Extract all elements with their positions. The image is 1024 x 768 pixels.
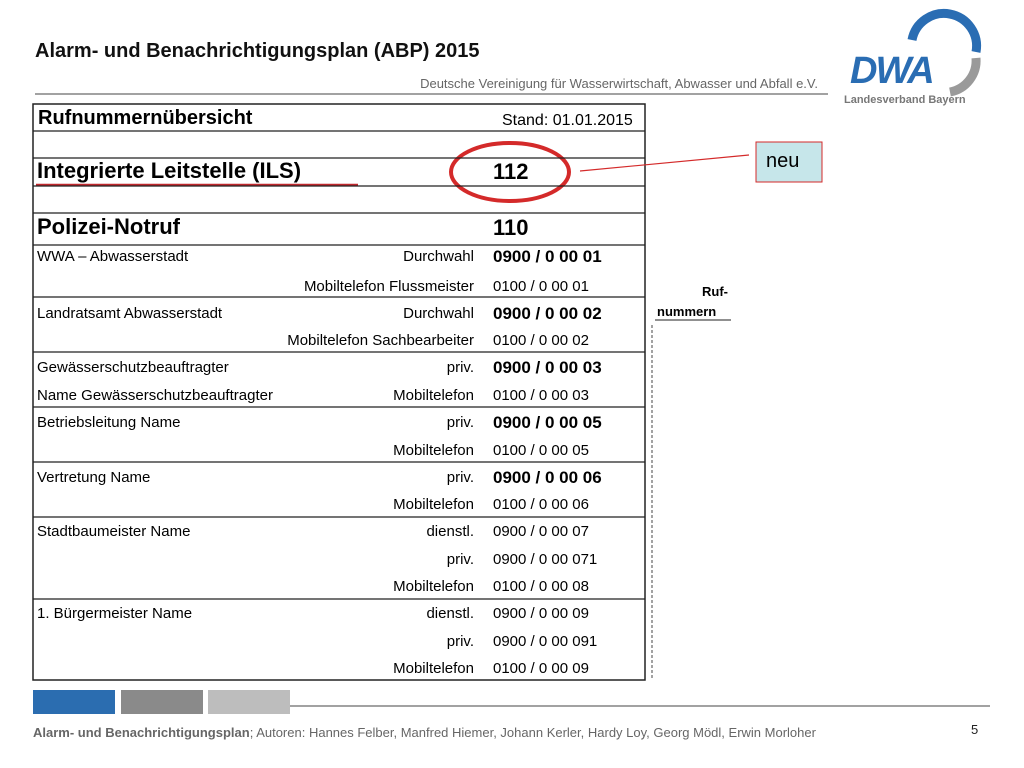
footer-block — [121, 690, 203, 714]
row-label: priv. — [446, 359, 474, 376]
row-number: 0900 / 0 00 05 — [493, 412, 602, 432]
row-number: 112 — [493, 158, 529, 184]
row-label: dienstl. — [426, 605, 474, 622]
row-label: Mobiltelefon — [393, 442, 474, 459]
row-number: 0900 / 0 00 071 — [493, 551, 598, 568]
row-name: WWA – Abwasserstadt — [37, 248, 189, 265]
row-label: Mobiltelefon — [393, 660, 474, 677]
row-label: Mobiltelefon Sachbearbeiter — [287, 332, 474, 349]
logo-name: DWA — [850, 50, 935, 92]
row-label: priv. — [446, 414, 474, 431]
highlight-circle — [449, 141, 571, 203]
footer-block — [33, 690, 115, 714]
row-number: 0100 / 0 00 09 — [493, 660, 589, 677]
footer-block — [208, 690, 290, 714]
tab-label: nummern — [657, 304, 717, 319]
row-label: dienstl. — [426, 523, 474, 540]
row-name: Vertretung Name — [37, 469, 151, 486]
logo-region: Landesverband Bayern — [844, 94, 966, 106]
row-name: Polizei-Notruf — [37, 214, 180, 239]
slide-title: Alarm- und Benachrichtigungsplan (ABP) 2… — [35, 40, 480, 62]
row-label: priv. — [446, 551, 474, 568]
row-label: Durchwahl — [403, 248, 474, 265]
page-number: 5 — [971, 722, 979, 737]
row-label: Mobiltelefon Flussmeister — [303, 278, 474, 295]
row-number: 0100 / 0 00 05 — [493, 442, 589, 459]
row-number: 0900 / 0 00 01 — [493, 246, 602, 266]
row-label: Mobiltelefon — [393, 387, 474, 404]
row-number: 0900 / 0 00 09 — [493, 605, 589, 622]
tab-label: Ruf- — [702, 284, 728, 299]
footer-authors: ; Autoren: Hannes Felber, Manfred Hiemer… — [249, 725, 816, 740]
row-number: 110 — [493, 214, 529, 240]
row-label: Mobiltelefon — [393, 496, 474, 513]
row-number: 0100 / 0 00 06 — [493, 496, 589, 513]
footer-title: Alarm- und Benachrichtigungsplan — [33, 725, 250, 740]
row-label: Mobiltelefon — [393, 578, 474, 595]
row-name: 1. Bürgermeister Name — [37, 605, 193, 622]
callout-line — [579, 154, 750, 172]
row-number: 0900 / 0 00 02 — [493, 303, 602, 323]
row-name: Stadtbaumeister Name — [37, 523, 191, 540]
row-number: 0100 / 0 00 01 — [493, 278, 589, 295]
row-number: 0100 / 0 00 03 — [493, 387, 589, 404]
row-number: 0900 / 0 00 091 — [493, 633, 598, 650]
table-frame — [32, 103, 646, 681]
row-name: Landratsamt Abwasserstadt — [37, 305, 223, 322]
row-name: Gewässerschutzbeauftragter — [37, 359, 229, 376]
row-name: Betriebsleitung Name — [37, 414, 181, 431]
row-label: Durchwahl — [403, 305, 474, 322]
row-name: Name Gewässerschutzbeauftragter — [37, 387, 273, 404]
row-number: 0900 / 0 00 06 — [493, 467, 602, 487]
table-title: Rufnummernübersicht — [38, 107, 253, 129]
row-name: Integrierte Leitstelle (ILS) — [37, 158, 302, 183]
callout-text: neu — [766, 150, 800, 172]
callout-box — [755, 141, 823, 183]
row-label: priv. — [446, 469, 474, 486]
row-number: 0100 / 0 00 02 — [493, 332, 589, 349]
row-label: priv. — [446, 633, 474, 650]
table-date: Stand: 01.01.2015 — [502, 112, 633, 129]
logo-arc — [948, 57, 981, 97]
row-number: 0100 / 0 00 08 — [493, 578, 589, 595]
subtitle: Deutsche Vereinigung für Wasserwirtschaf… — [420, 76, 818, 91]
logo-arc — [907, 8, 982, 53]
footer-text: Alarm- und Benachrichtigungsplan; Autore… — [33, 725, 816, 740]
row-number: 0900 / 0 00 07 — [493, 523, 589, 540]
row-number: 0900 / 0 00 03 — [493, 357, 602, 377]
